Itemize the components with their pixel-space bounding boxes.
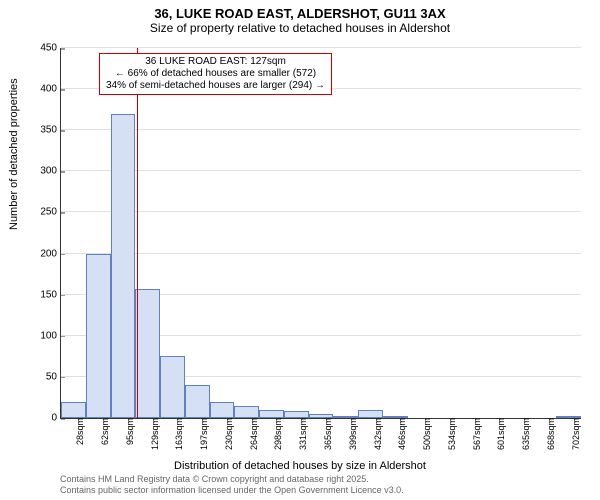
annotation-line2: 34% of semi-detached houses are larger (…: [106, 80, 325, 92]
x-tick: 298sqm: [271, 418, 283, 450]
footer-line2: Contains public sector information licen…: [60, 485, 404, 496]
chart-container: 36, LUKE ROAD EAST, ALDERSHOT, GU11 3AX …: [0, 0, 600, 500]
histogram-bar: [259, 410, 284, 418]
x-tick: 534sqm: [445, 418, 457, 450]
x-tick: 365sqm: [321, 418, 333, 450]
x-tick: 399sqm: [346, 418, 358, 450]
histogram-bar: [160, 356, 185, 418]
x-tick: 264sqm: [247, 418, 259, 450]
x-tick: 163sqm: [172, 418, 184, 450]
histogram-bar: [86, 254, 111, 418]
histogram-bar: [284, 411, 309, 418]
y-tick: 0: [51, 413, 61, 424]
y-gridline: [61, 129, 581, 130]
histogram-bar: [309, 414, 334, 418]
x-tick: 129sqm: [148, 418, 160, 450]
x-axis-label: Distribution of detached houses by size …: [0, 460, 600, 472]
x-tick: 601sqm: [494, 418, 506, 450]
annotation-title: 36 LUKE ROAD EAST: 127sqm: [106, 56, 325, 68]
plot-area: 05010015020025030035040045028sqm62sqm95s…: [60, 48, 581, 419]
x-tick: 432sqm: [371, 418, 383, 450]
x-tick: 197sqm: [197, 418, 209, 450]
y-gridline: [61, 253, 581, 254]
x-tick: 702sqm: [569, 418, 581, 450]
y-tick: 250: [40, 207, 61, 218]
histogram-bar: [135, 289, 160, 418]
histogram-bar: [234, 406, 259, 418]
y-gridline: [61, 170, 581, 171]
x-tick: 500sqm: [420, 418, 432, 450]
y-gridline: [61, 211, 581, 212]
chart-title: 36, LUKE ROAD EAST, ALDERSHOT, GU11 3AX: [0, 0, 600, 21]
x-tick: 331sqm: [296, 418, 308, 450]
histogram-bar: [210, 402, 235, 418]
x-tick: 466sqm: [395, 418, 407, 450]
y-tick: 150: [40, 289, 61, 300]
histogram-bar: [111, 114, 136, 418]
property-marker-line: [137, 48, 138, 418]
y-tick: 400: [40, 84, 61, 95]
y-tick: 100: [40, 330, 61, 341]
x-tick: 230sqm: [222, 418, 234, 450]
histogram-bar: [61, 402, 86, 418]
y-gridline: [61, 47, 581, 48]
footer-line1: Contains HM Land Registry data © Crown c…: [60, 474, 404, 485]
histogram-bar: [383, 416, 408, 418]
annotation-box: 36 LUKE ROAD EAST: 127sqm← 66% of detach…: [99, 53, 332, 95]
y-axis-label: Number of detached properties: [8, 78, 20, 230]
annotation-line1: ← 66% of detached houses are smaller (57…: [106, 68, 325, 80]
histogram-bar: [185, 385, 210, 418]
footer-text: Contains HM Land Registry data © Crown c…: [60, 474, 404, 496]
y-tick: 450: [40, 43, 61, 54]
x-tick: 95sqm: [123, 418, 135, 445]
histogram-bar: [556, 416, 581, 418]
y-tick: 350: [40, 125, 61, 136]
y-tick: 200: [40, 248, 61, 259]
histogram-bar: [358, 410, 383, 418]
x-tick: 28sqm: [73, 418, 85, 445]
x-tick: 635sqm: [519, 418, 531, 450]
x-tick: 62sqm: [98, 418, 110, 445]
chart-subtitle: Size of property relative to detached ho…: [0, 21, 600, 39]
histogram-bar: [333, 416, 358, 418]
y-tick: 300: [40, 166, 61, 177]
x-tick: 668sqm: [544, 418, 556, 450]
y-tick: 50: [46, 371, 61, 382]
x-tick: 567sqm: [470, 418, 482, 450]
